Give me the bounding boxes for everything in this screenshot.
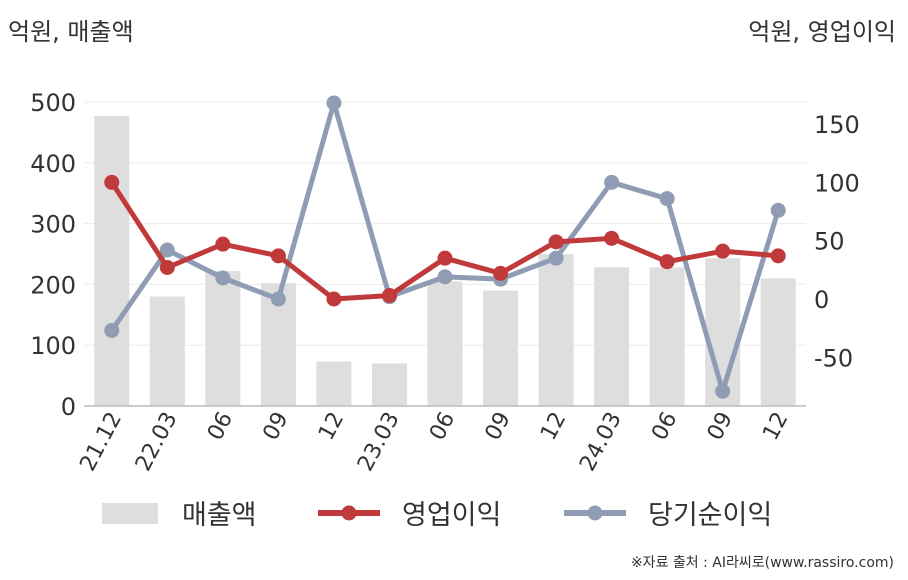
bar-sales <box>316 361 352 406</box>
left-axis-tick-label: 400 <box>30 150 76 178</box>
bar-sales <box>149 296 185 406</box>
point-net-income <box>215 270 231 286</box>
x-axis-tick-label: 06 <box>203 408 238 444</box>
bar-sales <box>649 267 685 406</box>
bar-sales <box>705 258 741 406</box>
bar-sales <box>371 363 407 406</box>
point-operating-profit <box>215 236 231 252</box>
x-axis-tick-label: 12 <box>758 408 793 444</box>
x-axis-tick-label: 12 <box>314 408 349 444</box>
source-note: ※자료 출처 : AI라씨로(www.rassiro.com) <box>630 555 894 571</box>
bar-sales <box>483 290 519 406</box>
left-axis-tick-label: 500 <box>30 89 76 117</box>
legend-label: 영업이익 <box>402 500 501 531</box>
point-net-income <box>104 323 120 338</box>
point-operating-profit <box>270 248 286 264</box>
x-axis-tick-label: 09 <box>258 408 293 444</box>
right-axis-tick-label: 0 <box>814 286 829 314</box>
bar-sales <box>94 115 130 406</box>
point-net-income <box>659 191 675 207</box>
right-axis-tick-label: 100 <box>814 169 860 197</box>
bar-sales <box>760 278 796 406</box>
left-axis-tick-label: 300 <box>30 211 76 239</box>
right-axis-tick-label: -50 <box>814 344 853 372</box>
point-net-income <box>159 242 175 258</box>
point-operating-profit <box>159 260 175 275</box>
x-axis-tick-label: 06 <box>647 408 682 444</box>
bar-sales <box>594 267 630 406</box>
bar-sales <box>427 281 463 406</box>
bar-sales <box>538 254 574 406</box>
point-net-income <box>437 269 453 285</box>
x-axis-tick-label: 22.03 <box>131 408 183 475</box>
legend-swatch-net-income-marker <box>587 505 603 521</box>
point-operating-profit <box>770 248 786 264</box>
right-axis-tick-label: 150 <box>814 111 860 139</box>
legend-swatch-sales <box>102 503 158 524</box>
point-operating-profit <box>604 230 620 246</box>
right-axis-unit-label: 억원, 영업이익 <box>748 18 896 46</box>
point-operating-profit <box>381 288 397 303</box>
left-axis-tick-label: 0 <box>61 393 76 421</box>
point-operating-profit <box>548 234 564 250</box>
point-operating-profit <box>493 265 509 281</box>
point-net-income <box>548 250 564 266</box>
right-axis-tick-label: 50 <box>814 228 845 256</box>
point-operating-profit <box>715 243 731 259</box>
x-axis-tick-label: 09 <box>481 408 516 444</box>
legend-label: 당기순이익 <box>648 500 772 531</box>
legend-label: 매출액 <box>182 500 257 531</box>
x-axis-tick-label: 06 <box>425 408 460 444</box>
left-axis-unit-label: 억원, 매출액 <box>8 18 134 46</box>
point-operating-profit <box>104 174 120 190</box>
point-operating-profit <box>437 250 453 266</box>
bar-sales <box>205 271 241 406</box>
x-axis-tick-label: 21.12 <box>75 408 127 475</box>
x-axis-tick-label: 09 <box>703 408 738 444</box>
point-net-income <box>270 291 286 307</box>
point-net-income <box>770 202 786 218</box>
point-operating-profit <box>659 254 675 270</box>
point-operating-profit <box>326 291 342 307</box>
point-net-income <box>604 174 620 190</box>
point-net-income <box>715 383 731 399</box>
x-axis-tick-label: 23.03 <box>353 408 405 475</box>
left-axis-tick-label: 200 <box>30 271 76 299</box>
left-axis-tick-label: 100 <box>30 332 76 360</box>
point-net-income <box>326 95 342 111</box>
legend-swatch-operating-profit-marker <box>341 505 357 521</box>
x-axis-tick-label: 24.03 <box>575 408 627 475</box>
x-axis-tick-label: 12 <box>536 408 571 444</box>
